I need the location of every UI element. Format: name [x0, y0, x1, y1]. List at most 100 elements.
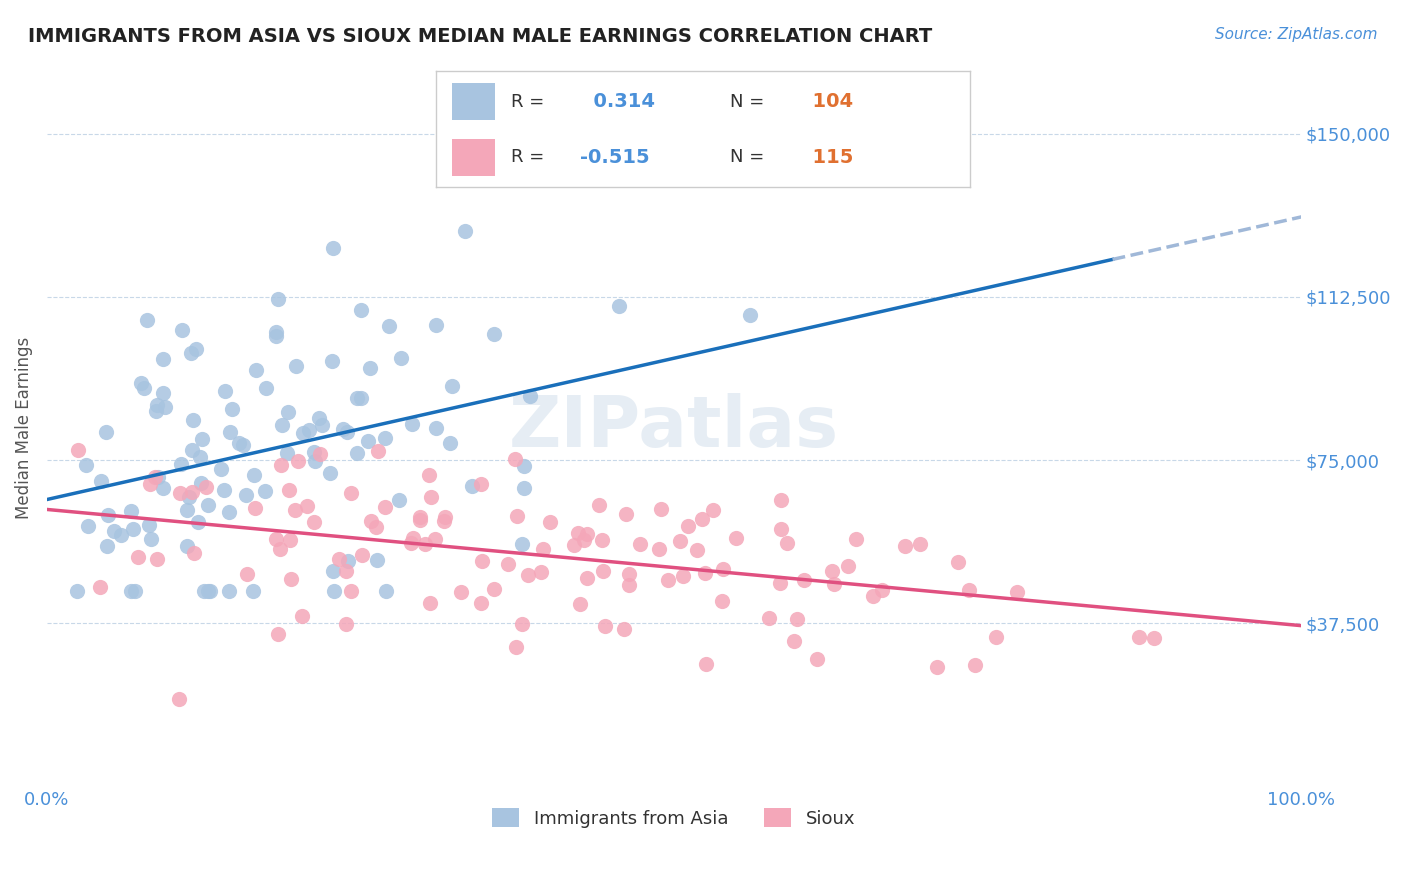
Point	[413, 537, 436, 551]
Point	[66, 443, 89, 458]
Point	[613, 623, 636, 637]
Point	[183, 546, 205, 560]
Point	[350, 302, 373, 317]
Point	[170, 323, 193, 337]
Point	[402, 531, 425, 545]
Point	[439, 436, 461, 450]
Point	[531, 541, 554, 556]
Point	[346, 446, 368, 460]
Point	[470, 596, 492, 610]
Point	[321, 354, 343, 368]
Point	[505, 640, 527, 654]
Point	[181, 442, 204, 457]
Point	[146, 552, 169, 566]
Point	[152, 481, 174, 495]
Point	[292, 426, 315, 441]
Point	[242, 468, 264, 483]
Point	[187, 516, 209, 530]
Point	[167, 692, 190, 706]
Point	[375, 583, 398, 598]
Point	[75, 458, 97, 472]
Point	[131, 376, 153, 390]
Point	[440, 378, 463, 392]
Point	[219, 425, 242, 439]
Point	[309, 447, 332, 461]
Point	[793, 573, 815, 587]
Text: -0.515: -0.515	[581, 148, 650, 167]
Point	[245, 362, 267, 376]
Point	[218, 505, 240, 519]
Point	[510, 617, 533, 632]
Point	[122, 522, 145, 536]
Point	[567, 525, 589, 540]
Point	[538, 515, 561, 529]
Point	[676, 518, 699, 533]
Point	[214, 384, 236, 398]
Point	[758, 611, 780, 625]
Point	[648, 542, 671, 557]
Point	[232, 437, 254, 451]
Point	[657, 573, 679, 587]
Point	[135, 312, 157, 326]
Point	[221, 402, 243, 417]
Point	[946, 555, 969, 569]
Point	[908, 537, 931, 551]
Point	[366, 552, 388, 566]
Point	[450, 585, 472, 599]
Point	[77, 519, 100, 533]
Point	[269, 542, 291, 557]
Point	[298, 423, 321, 437]
Point	[200, 583, 222, 598]
Point	[963, 657, 986, 672]
Point	[148, 470, 170, 484]
Point	[311, 418, 333, 433]
Point	[243, 501, 266, 516]
Point	[425, 421, 447, 435]
Point	[218, 583, 240, 598]
Point	[141, 532, 163, 546]
Point	[420, 491, 443, 505]
Point	[284, 503, 307, 517]
Point	[359, 360, 381, 375]
Point	[482, 582, 505, 596]
Point	[419, 596, 441, 610]
Point	[367, 444, 389, 458]
Point	[519, 388, 541, 402]
Point	[387, 492, 409, 507]
Point	[336, 554, 359, 568]
Point	[169, 486, 191, 500]
Point	[470, 476, 492, 491]
Point	[693, 566, 716, 580]
Y-axis label: Median Male Earnings: Median Male Earnings	[15, 336, 32, 518]
Text: 104: 104	[799, 92, 853, 111]
Point	[284, 359, 307, 374]
Point	[190, 476, 212, 491]
Point	[152, 351, 174, 366]
Point	[124, 583, 146, 598]
Text: R =: R =	[510, 93, 550, 111]
Point	[352, 549, 374, 563]
Point	[103, 524, 125, 539]
Point	[593, 619, 616, 633]
Point	[740, 308, 762, 322]
Point	[484, 327, 506, 342]
Point	[517, 568, 540, 582]
Point	[769, 493, 792, 508]
Point	[322, 565, 344, 579]
Point	[212, 483, 235, 497]
Point	[409, 513, 432, 527]
Point	[176, 539, 198, 553]
Point	[690, 512, 713, 526]
Point	[591, 533, 613, 547]
Point	[277, 405, 299, 419]
Point	[127, 549, 149, 564]
Text: N =: N =	[730, 148, 769, 166]
Point	[710, 594, 733, 608]
Point	[672, 569, 695, 583]
Point	[862, 590, 884, 604]
Point	[378, 318, 401, 333]
Point	[322, 241, 344, 255]
Point	[776, 536, 799, 550]
Point	[335, 616, 357, 631]
Point	[110, 527, 132, 541]
